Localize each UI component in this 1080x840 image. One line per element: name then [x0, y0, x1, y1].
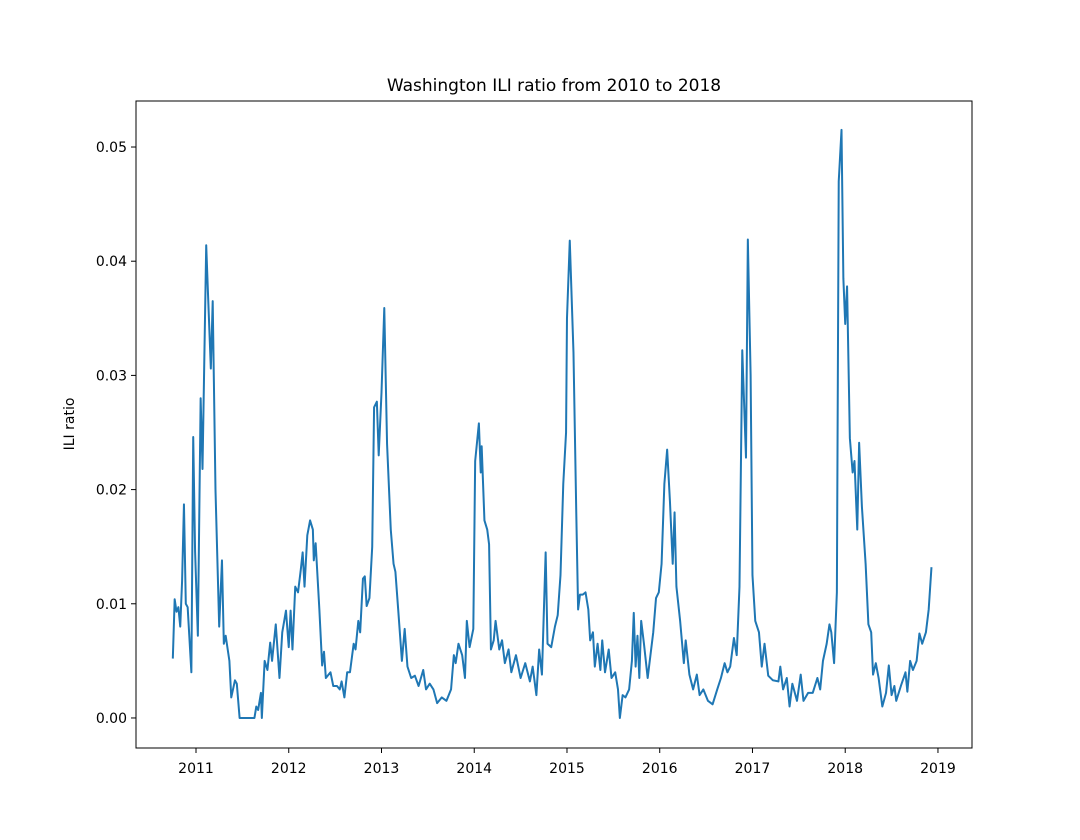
plot-frame [135, 100, 973, 749]
x-tick-label: 2014 [456, 761, 492, 777]
chart-title: Washington ILI ratio from 2010 to 2018 [387, 76, 721, 96]
y-tick-label: 0.03 [96, 368, 127, 384]
x-tick-label: 2013 [364, 761, 400, 777]
data-line [171, 128, 933, 719]
x-tick-label: 2015 [549, 761, 585, 777]
x-tick-label: 2018 [827, 761, 863, 777]
y-tick-label: 0.01 [96, 597, 127, 613]
x-tick-label: 2019 [920, 761, 956, 777]
y-tick-label: 0.05 [96, 140, 127, 156]
x-tick-label: 2012 [271, 761, 307, 777]
y-tick-label: 0.04 [96, 254, 127, 270]
y-tick-label: 0.00 [96, 711, 127, 727]
y-tick-label: 0.02 [96, 483, 127, 499]
x-tick-label: 2017 [735, 761, 771, 777]
x-tick-label: 2011 [178, 761, 214, 777]
y-axis-label: ILI ratio [62, 398, 78, 451]
x-tick-label: 2016 [642, 761, 678, 777]
